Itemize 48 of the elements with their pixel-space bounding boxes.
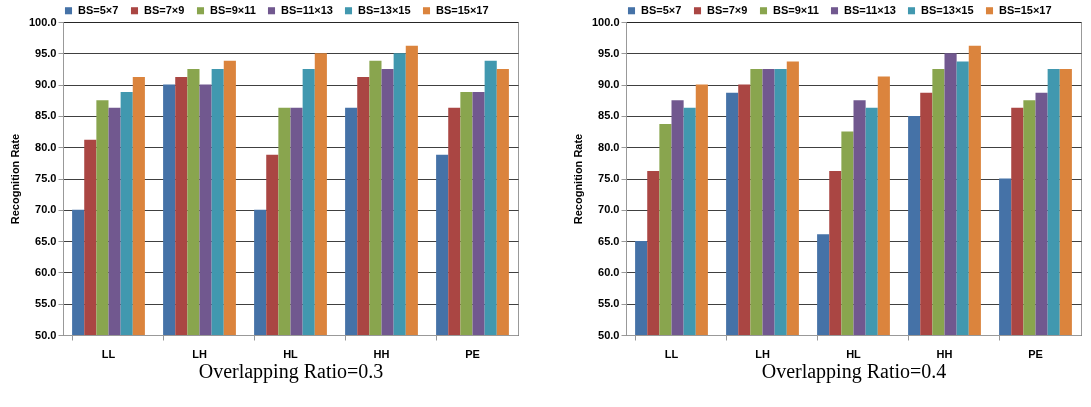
x-tick-label: PE — [465, 347, 480, 360]
x-tick-label: LL — [101, 347, 116, 360]
y-tick-label: 70.0 — [35, 203, 57, 216]
y-tick-label: 60.0 — [35, 265, 57, 278]
x-tick-label: HH — [936, 347, 953, 360]
x-tick-label: HL — [846, 347, 862, 360]
legend-label: BS=7×9 — [144, 3, 185, 16]
x-tick-label: LH — [192, 347, 207, 360]
x-tick-label: HH — [373, 347, 390, 360]
legend-label: BS=11×13 — [281, 3, 333, 16]
y-tick-label: 75.0 — [35, 172, 57, 184]
y-tick-label: 75.0 — [598, 172, 620, 184]
legend-label: BS=13×15 — [921, 3, 974, 16]
y-tick-label: 50.0 — [35, 328, 57, 341]
legend-label: BS=9×11 — [773, 3, 819, 16]
y-tick-label: 100.0 — [591, 15, 620, 28]
legend-label: BS=11×13 — [844, 3, 896, 16]
y-tick-label: 50.0 — [598, 328, 620, 341]
y-tick-label: 80.0 — [35, 140, 57, 153]
y-tick-label: 95.0 — [598, 46, 620, 59]
legend-label: BS=5×7 — [641, 3, 682, 16]
x-tick-label: LL — [664, 347, 679, 360]
y-tick-label: 85.0 — [598, 109, 620, 122]
y-axis-title: Recognition Rate — [8, 133, 21, 225]
legend-label: BS=5×7 — [78, 3, 119, 16]
y-tick-label: 55.0 — [598, 297, 620, 310]
x-tick-label: PE — [1028, 347, 1043, 360]
legend-label: BS=7×9 — [707, 3, 748, 16]
y-tick-label: 95.0 — [35, 46, 57, 59]
legend-label: BS=15×17 — [999, 3, 1052, 16]
y-tick-label: 65.0 — [598, 234, 620, 247]
y-tick-label: 85.0 — [35, 109, 57, 122]
x-tick-label: HL — [283, 347, 299, 360]
x-axis-title: Overlapping Ratio=0.3 — [198, 359, 384, 383]
legend-label: BS=9×11 — [210, 3, 256, 16]
legend-label: BS=15×17 — [436, 3, 489, 16]
y-tick-label: 90.0 — [598, 78, 620, 91]
y-tick-label: 80.0 — [598, 140, 620, 153]
y-tick-label: 60.0 — [598, 265, 620, 278]
y-tick-label: 70.0 — [598, 203, 620, 216]
y-tick-label: 90.0 — [35, 78, 57, 91]
x-axis-title: Overlapping Ratio=0.4 — [761, 359, 947, 383]
y-axis-title: Recognition Rate — [571, 133, 584, 225]
y-tick-label: 55.0 — [35, 297, 57, 310]
y-tick-label: 100.0 — [28, 15, 57, 28]
x-tick-label: LH — [755, 347, 770, 360]
legend-label: BS=13×15 — [358, 3, 411, 16]
y-tick-label: 65.0 — [35, 234, 57, 247]
